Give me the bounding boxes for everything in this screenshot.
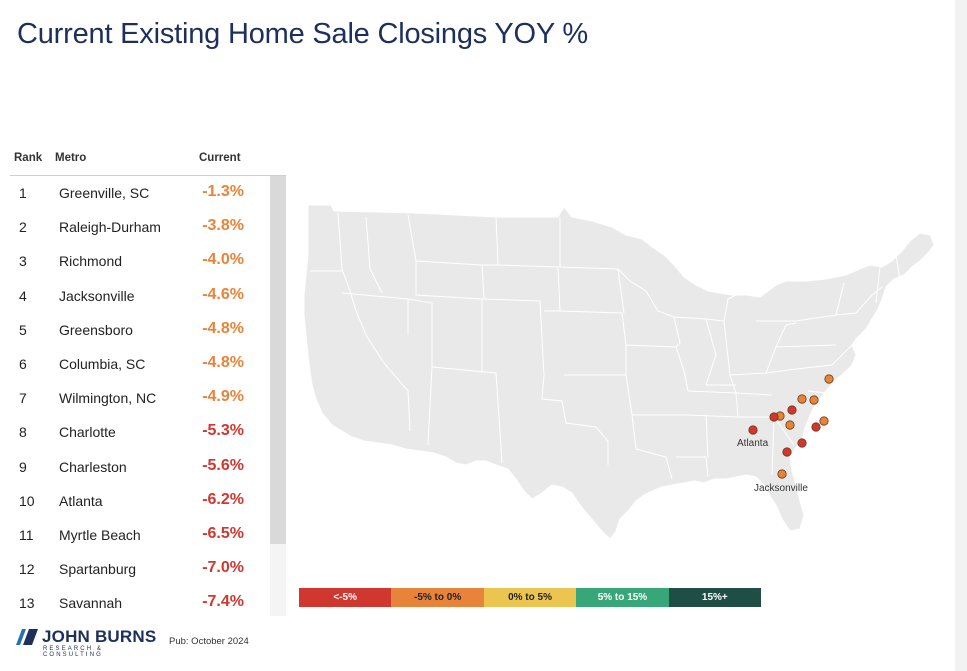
row-metro: Charlotte	[59, 424, 116, 441]
row-metro: Greensboro	[59, 321, 133, 338]
row-value: -4.8%	[202, 319, 244, 337]
header-metro: Metro	[55, 152, 87, 164]
table-row: 1 Greenville, SC -1.3%	[10, 176, 286, 210]
metro-dot[interactable]	[769, 412, 779, 422]
metro-dot[interactable]	[809, 395, 819, 405]
row-value: -4.0%	[202, 251, 244, 269]
us-map-land	[303, 204, 935, 540]
row-value: -5.6%	[202, 456, 244, 474]
row-rank: 11	[19, 526, 34, 543]
ranking-table: Rank Metro Current 1 Greenville, SC -1.3% 2…	[10, 148, 286, 616]
row-rank: 5	[19, 321, 27, 338]
row-value: -3.8%	[202, 217, 244, 235]
row-metro: Jacksonville	[59, 287, 135, 304]
row-value: -6.2%	[202, 490, 244, 508]
row-value: -4.6%	[202, 285, 244, 303]
row-metro: Spartanburg	[59, 561, 137, 578]
table-row: 11 Myrtle Beach -6.5%	[10, 518, 286, 552]
table-row: 13 Savannah -7.4%	[10, 586, 286, 616]
metro-dot[interactable]	[777, 469, 787, 479]
map-label-jacksonville: Jacksonville	[754, 483, 808, 494]
row-rank: 8	[19, 424, 27, 441]
row-rank: 4	[19, 287, 27, 304]
row-metro: Richmond	[59, 253, 123, 270]
legend-item: -5% to 0%	[391, 588, 484, 607]
legend-item: 15%+	[668, 588, 762, 607]
legend-item: 5% to 15%	[576, 588, 669, 607]
metro-dot[interactable]	[797, 438, 807, 448]
table-row: 3 Richmond -4.0%	[10, 244, 286, 278]
row-rank: 6	[19, 355, 27, 372]
color-legend: <-5% -5% to 0% 0% to 5% 5% to 15% 15%+	[299, 588, 762, 607]
row-metro: Raleigh-Durham	[59, 219, 161, 236]
row-value: -1.3%	[202, 183, 244, 200]
row-rank: 7	[19, 390, 27, 407]
row-metro: Atlanta	[59, 492, 103, 509]
logo-subtitle: RESEARCH & CONSULTING	[43, 646, 104, 658]
row-rank: 13	[19, 595, 35, 612]
table-row: 10 Atlanta -6.2%	[10, 484, 286, 518]
right-edge-strip	[955, 0, 967, 671]
table-row: 9 Charleston -5.6%	[10, 450, 286, 484]
metro-dot[interactable]	[819, 416, 829, 426]
scrollbar-thumb[interactable]	[270, 176, 286, 544]
row-rank: 9	[19, 458, 27, 475]
metro-dot[interactable]	[811, 422, 821, 432]
page-title: Current Existing Home Sale Closings YOY …	[17, 18, 588, 50]
state-borders	[310, 212, 901, 480]
legend-item: 0% to 5%	[483, 588, 577, 607]
table-row: 5 Greensboro -4.8%	[10, 313, 286, 347]
table-row: 2 Raleigh-Durham -3.8%	[10, 210, 286, 244]
logo-name: JOHN BURNS	[42, 627, 157, 646]
table-row: 6 Columbia, SC -4.8%	[10, 347, 286, 381]
row-metro: Myrtle Beach	[59, 526, 141, 543]
table-row: 8 Charlotte -5.3%	[10, 415, 286, 449]
metro-dot[interactable]	[797, 394, 807, 404]
legend-item: <-5%	[299, 588, 392, 607]
metro-dot[interactable]	[748, 425, 758, 435]
row-value: -7.4%	[202, 593, 244, 611]
row-metro: Wilmington, NC	[59, 390, 157, 407]
metro-dots	[748, 374, 834, 479]
row-value: -7.0%	[202, 559, 244, 577]
row-metro: Greenville, SC	[59, 185, 150, 201]
john-burns-logo: JOHN BURNS RESEARCH & CONSULTING	[16, 627, 166, 658]
header-current: Current	[199, 152, 241, 164]
row-metro: Savannah	[59, 595, 123, 612]
table-row: 7 Wilmington, NC -4.9%	[10, 381, 286, 415]
metro-dot[interactable]	[787, 405, 797, 415]
row-rank: 12	[19, 561, 35, 578]
row-rank: 10	[19, 492, 35, 509]
row-value: -6.5%	[202, 524, 244, 542]
row-rank: 1	[19, 185, 27, 201]
metro-dot[interactable]	[782, 447, 792, 457]
metro-dot[interactable]	[785, 420, 795, 430]
logo-slash-icon	[16, 629, 38, 645]
header-rank: Rank	[14, 152, 43, 164]
row-value: -4.9%	[202, 388, 244, 406]
row-rank: 2	[19, 219, 27, 236]
row-metro: Charleston	[59, 458, 127, 475]
table-body: 1 Greenville, SC -1.3% 2 Raleigh-Durham -3.8%…	[10, 175, 286, 616]
row-value: -5.3%	[202, 422, 244, 440]
row-metro: Columbia, SC	[59, 355, 146, 372]
us-map: Atlanta Jacksonville	[303, 204, 935, 540]
row-value: -4.8%	[202, 353, 244, 371]
map-label-atlanta: Atlanta	[737, 438, 769, 449]
table-header: Rank Metro Current	[10, 148, 286, 175]
publication-date: Pub: October 2024	[169, 636, 249, 647]
metro-dot[interactable]	[824, 374, 834, 384]
row-rank: 3	[19, 253, 27, 270]
table-row: 12 Spartanburg -7.0%	[10, 552, 286, 586]
table-row: 4 Jacksonville -4.6%	[10, 279, 286, 313]
